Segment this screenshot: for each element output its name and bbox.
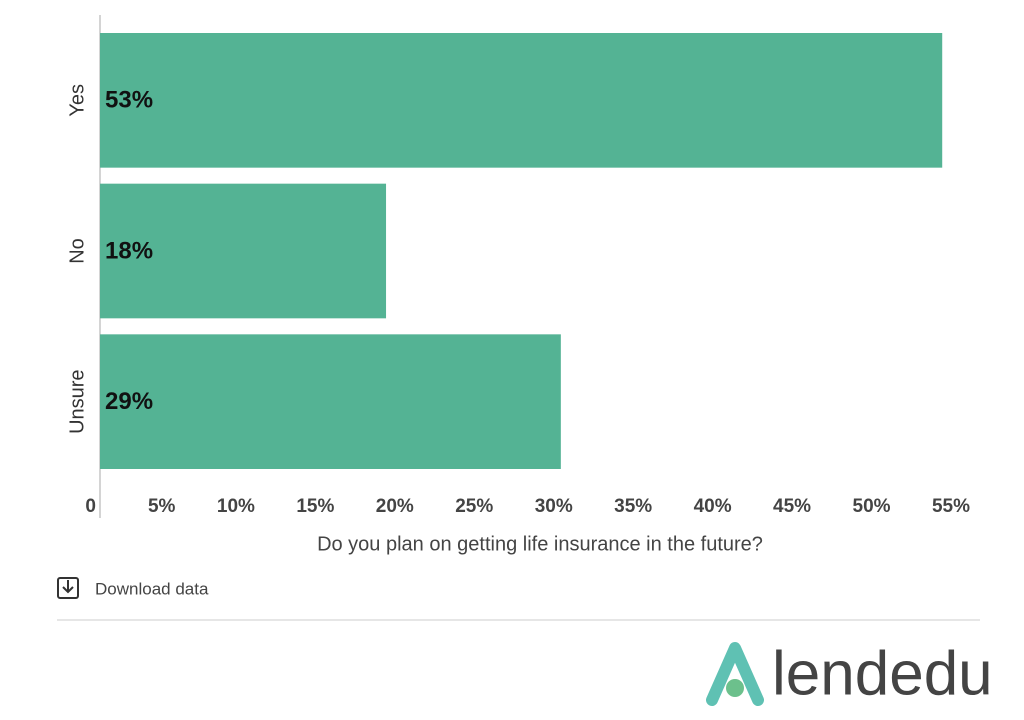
bar — [100, 33, 943, 168]
bar — [100, 334, 561, 469]
data-label: 29% — [105, 388, 153, 415]
y-tick-label: Unsure — [66, 369, 88, 433]
x-tick-label: 25% — [455, 496, 493, 517]
y-tick-label: Yes — [66, 84, 88, 117]
logo-dot — [726, 679, 744, 697]
data-label: 53% — [105, 87, 153, 114]
x-tick-label: 10% — [217, 496, 255, 517]
x-axis-title: Do you plan on getting life insurance in… — [317, 533, 763, 555]
x-tick-label: 50% — [853, 496, 891, 517]
x-tick-label: 35% — [614, 496, 652, 517]
download-arrow — [62, 580, 74, 594]
download-label[interactable]: Download data — [95, 579, 209, 598]
x-tick-label: 40% — [694, 496, 732, 517]
x-tick-label: 55% — [932, 496, 970, 517]
download-button[interactable]: Download data — [57, 577, 209, 599]
x-tick-label: 45% — [773, 496, 811, 517]
y-tick-label: No — [66, 238, 88, 264]
x-tick-label: 0 — [85, 496, 96, 517]
x-tick-label: 30% — [535, 496, 573, 517]
logo: lendedu — [706, 639, 993, 708]
logo-icon — [706, 642, 764, 706]
bar — [100, 183, 387, 319]
x-tick-label: 20% — [376, 496, 414, 517]
data-label: 18% — [105, 237, 153, 264]
x-tick-label: 15% — [296, 496, 334, 517]
x-tick-label: 5% — [148, 496, 176, 517]
logo-text: lendedu — [772, 639, 993, 708]
download-icon — [57, 577, 79, 599]
